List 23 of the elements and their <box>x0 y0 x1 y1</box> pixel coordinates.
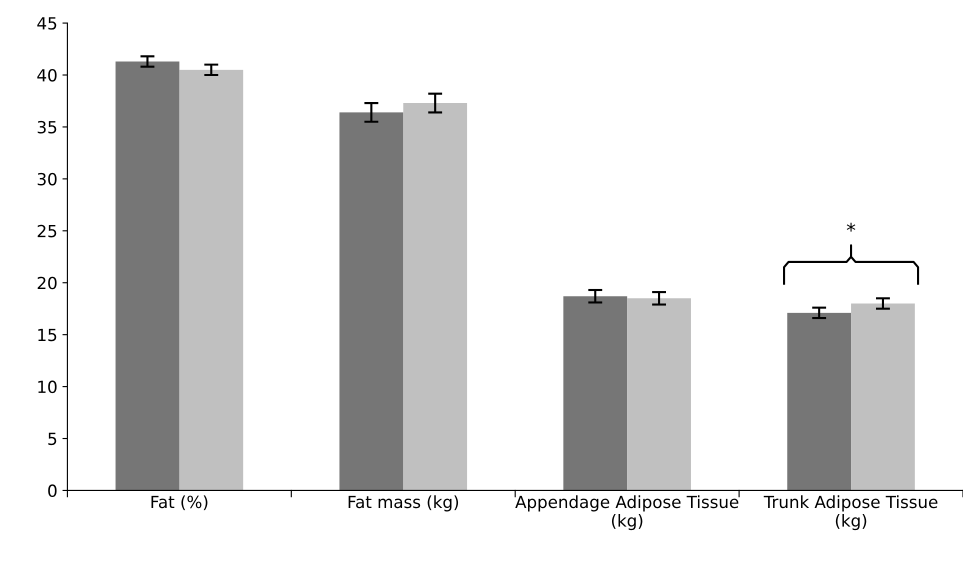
annotation: * <box>846 222 856 232</box>
y-tick-label: 20 <box>38 276 57 290</box>
y-tick-label: 0 <box>48 484 57 498</box>
y-tick-label: 10 <box>38 380 57 394</box>
bar <box>339 112 404 490</box>
y-tick-label: 45 <box>37 17 56 30</box>
bar <box>787 312 852 490</box>
y-tick-label: 40 <box>37 68 57 82</box>
x-tick-label: Fat (%) <box>152 495 208 510</box>
y-tick-label: 25 <box>38 224 56 238</box>
bar <box>627 298 691 490</box>
x-tick-label: Appendage Adipose Tissue (kg) <box>515 495 738 530</box>
bar <box>403 103 468 490</box>
bar <box>563 296 628 490</box>
y-tick-label: 15 <box>38 328 56 342</box>
y-tick-label: 30 <box>38 172 57 186</box>
x-tick-label: Trunk Adipose Tissue (kg) <box>764 495 938 530</box>
bar <box>851 304 915 490</box>
x-tick-label: Fat mass (kg) <box>348 495 458 512</box>
y-tick-label: 5 <box>48 432 56 446</box>
bar <box>179 70 244 490</box>
y-tick-label: 35 <box>38 120 56 134</box>
bar <box>116 62 180 490</box>
